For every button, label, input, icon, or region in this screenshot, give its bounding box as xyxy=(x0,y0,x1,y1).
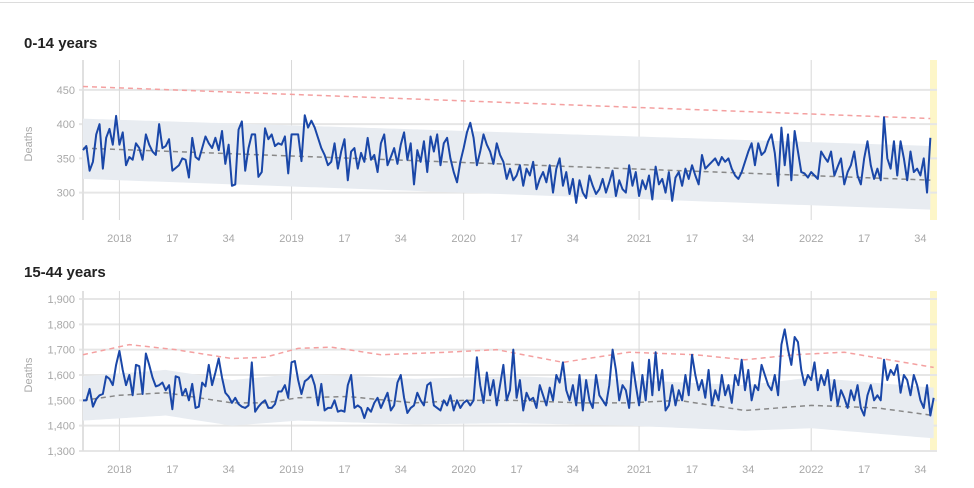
x-tick-label: 2021 xyxy=(627,233,651,245)
y-axis-label: Deaths xyxy=(23,357,35,392)
x-tick-label: 2020 xyxy=(451,464,475,476)
top-divider xyxy=(0,2,974,3)
threshold-line xyxy=(82,343,934,369)
x-tick-label: 17 xyxy=(858,233,870,245)
x-tick-label: 2018 xyxy=(107,233,131,245)
x-tick-label: 34 xyxy=(395,464,407,476)
x-tick-label: 34 xyxy=(223,233,235,245)
chart-0-14-years: 300 350 400 450 2018 17 34 2019 17 34 2020 17 34 2021… xyxy=(23,60,937,245)
chart-title-0-14: 0-14 years xyxy=(24,35,98,52)
observed-deaths-line xyxy=(82,114,932,204)
x-tick-label: 2022 xyxy=(799,233,823,245)
y-tick-label: 1,900 xyxy=(47,294,75,306)
x-tick-label: 34 xyxy=(567,233,579,245)
x-tick-label: 17 xyxy=(166,464,178,476)
x-tick-label: 17 xyxy=(166,233,178,245)
x-tick-label: 34 xyxy=(914,464,926,476)
x-tick-label: 2021 xyxy=(627,464,651,476)
x-tick-label: 17 xyxy=(858,464,870,476)
recent-weeks-highlight xyxy=(930,60,937,220)
x-tick-label: 34 xyxy=(742,233,754,245)
x-tick-label: 17 xyxy=(686,464,698,476)
x-tick-label: 34 xyxy=(742,464,754,476)
y-tick-label: 1,400 xyxy=(47,421,75,433)
baseline-line xyxy=(82,147,931,181)
x-tick-label: 2022 xyxy=(799,464,823,476)
recent-weeks-highlight xyxy=(930,291,937,451)
y-tick-label: 1,600 xyxy=(47,370,75,382)
threshold-line xyxy=(82,85,931,120)
y-tick-label: 300 xyxy=(57,188,75,200)
x-tick-label: 17 xyxy=(338,464,350,476)
x-tick-label: 34 xyxy=(395,233,407,245)
y-tick-label: 1,700 xyxy=(47,345,75,357)
x-tick-label: 2018 xyxy=(107,464,131,476)
x-tick-label: 34 xyxy=(914,233,926,245)
chart-15-44-years: 1,300 1,400 1,500 1,600 1,700 1,800 1,900 2018 1… xyxy=(23,291,937,476)
x-tick-label: 34 xyxy=(223,464,235,476)
y-tick-label: 1,800 xyxy=(47,319,75,331)
chart-title-15-44: 15-44 years xyxy=(24,264,106,281)
y-axis-label: Deaths xyxy=(23,126,35,161)
x-tick-label: 2019 xyxy=(279,233,303,245)
y-tick-label: 1,300 xyxy=(47,446,75,458)
x-tick-label: 2019 xyxy=(279,464,303,476)
y-tick-label: 400 xyxy=(57,119,75,131)
baseline-line xyxy=(82,391,934,417)
x-tick-label: 17 xyxy=(510,464,522,476)
x-tick-label: 2020 xyxy=(451,233,475,245)
observed-deaths-line xyxy=(83,328,935,420)
x-tick-label: 17 xyxy=(510,233,522,245)
x-tick-label: 17 xyxy=(686,233,698,245)
y-tick-label: 350 xyxy=(57,153,75,165)
x-tick-label: 17 xyxy=(338,233,350,245)
y-tick-label: 1,500 xyxy=(47,395,75,407)
y-tick-label: 450 xyxy=(57,85,75,97)
x-tick-label: 34 xyxy=(567,464,579,476)
